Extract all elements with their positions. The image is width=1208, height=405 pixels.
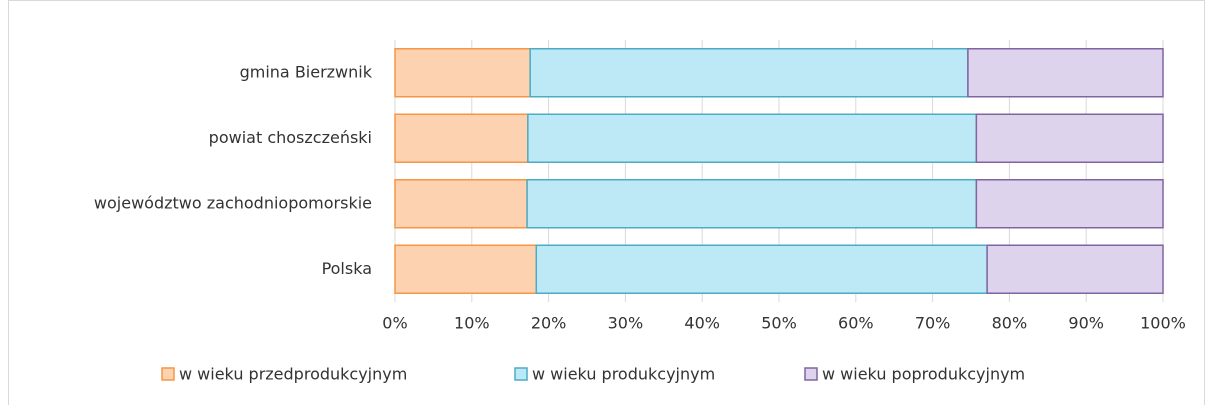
bar-segment bbox=[526, 179, 978, 229]
x-tick-label: 80% bbox=[992, 314, 1028, 333]
legend-swatch bbox=[161, 367, 175, 381]
x-tick-label: 90% bbox=[1068, 314, 1104, 333]
x-tick-label: 70% bbox=[915, 314, 951, 333]
x-tick-label: 10% bbox=[454, 314, 490, 333]
y-tick-label: województwo zachodniopomorskie bbox=[94, 193, 372, 212]
bar-segment bbox=[535, 244, 988, 294]
legend-label: w wieku poprodukcyjnym bbox=[822, 365, 1025, 384]
bar-segment bbox=[394, 113, 529, 163]
y-tick-label: gmina Bierzwnik bbox=[240, 62, 373, 81]
legend-swatch bbox=[514, 367, 528, 381]
bar-segment bbox=[527, 113, 978, 163]
bar-segment bbox=[975, 113, 1164, 163]
y-tick-label: Polska bbox=[322, 259, 372, 278]
legend-label: w wieku przedprodukcyjnym bbox=[179, 365, 407, 384]
bar-segment bbox=[529, 48, 969, 98]
x-tick-label: 50% bbox=[761, 314, 797, 333]
x-tick-label: 0% bbox=[382, 314, 407, 333]
x-tick-label: 60% bbox=[838, 314, 874, 333]
y-tick-label: powiat choszczeński bbox=[209, 128, 372, 147]
x-tick-label: 20% bbox=[531, 314, 567, 333]
bar-segment bbox=[975, 179, 1164, 229]
x-tick-label: 40% bbox=[684, 314, 720, 333]
chart-frame bbox=[8, 0, 1205, 405]
legend-swatch bbox=[804, 367, 818, 381]
bar-segment bbox=[394, 179, 528, 229]
x-tick-label: 100% bbox=[1140, 314, 1186, 333]
bar-segment bbox=[986, 244, 1164, 294]
bar-segment bbox=[394, 48, 531, 98]
legend-label: w wieku produkcyjnym bbox=[532, 365, 715, 384]
bar-segment bbox=[967, 48, 1164, 98]
bar-segment bbox=[394, 244, 538, 294]
x-tick-label: 30% bbox=[608, 314, 644, 333]
